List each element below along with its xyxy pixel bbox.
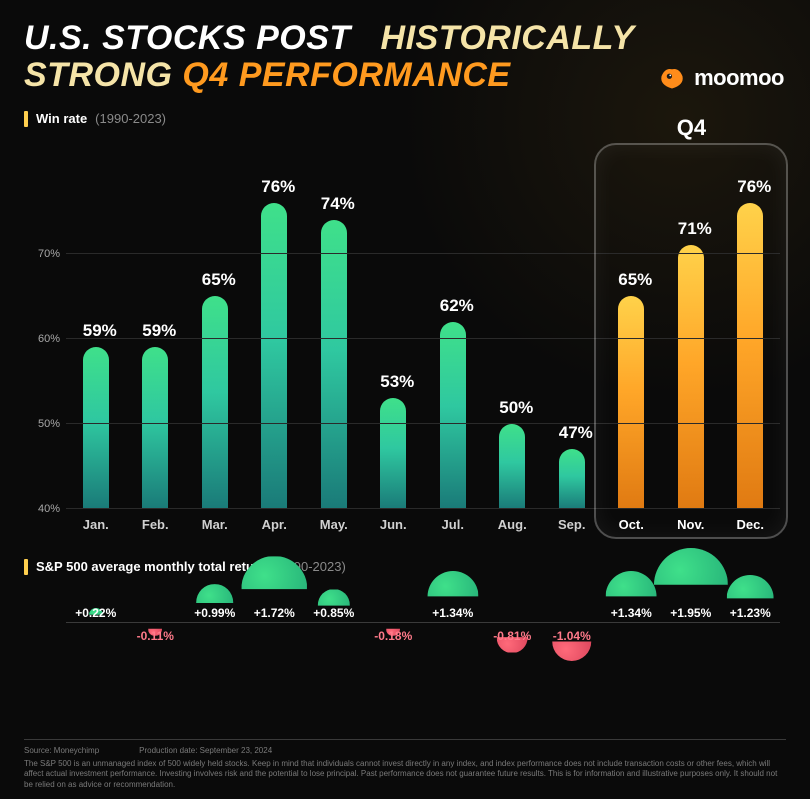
brand-name: moomoo [694,65,784,91]
footer: Source: Moneychimp Production date: Sept… [24,739,786,791]
bar-slot: 53%Jun. [364,169,424,509]
month-label: Oct. [619,517,644,532]
bar: 62% [440,322,466,509]
bar: 53% [380,398,406,509]
footer-production-date: Production date: September 23, 2024 [139,746,272,757]
title-part4: Q4 PERFORMANCE [182,56,510,94]
title-part2: HISTORICALLY [381,19,635,57]
month-label: Feb. [142,517,169,532]
return-value: -0.11% [137,629,174,643]
return-value: +1.34% [611,606,652,620]
bar-value: 65% [202,270,236,290]
return-value: +0.22% [75,606,116,620]
bar: 50% [499,424,525,509]
gridline [66,508,780,509]
return-value: +0.85% [313,606,354,620]
bar-slot: 76%Dec. [721,169,781,509]
footer-disclaimer: The S&P 500 is an unmanaged index of 500… [24,759,786,791]
bar-value: 65% [618,270,652,290]
returns-baseline [66,622,780,623]
y-axis-label: 60% [26,333,60,345]
month-label: Jun. [380,517,407,532]
bar-slot: 59%Feb. [126,169,186,509]
bar-value: 47% [559,423,593,443]
return-value: +1.95% [670,606,711,620]
win-rate-label: Win rate [36,111,87,126]
gridline [66,338,780,339]
bar-slot: 74%May. [304,169,364,509]
title-part1: U.S. STOCKS POST [24,19,351,57]
returns-chart: +0.22% -0.11% +0.99% +1.72% +0.85% -0.18% +1.3… [24,579,786,665]
bar-slot: 71%Nov. [661,169,721,509]
y-axis-label: 40% [26,503,60,515]
bar-slot: 59%Jan. [66,169,126,509]
bar-slot: 62%Jul. [423,169,483,509]
month-label: Aug. [498,517,527,532]
month-label: Sep. [558,517,585,532]
brand-logo: moomoo [658,64,784,92]
return-value: +0.99% [194,606,235,620]
bar-slot: 65%Oct. [602,169,662,509]
bar: 47% [559,449,585,509]
bar-slot: 47%Sep. [542,169,602,509]
gridline [66,423,780,424]
return-value: -0.18% [374,629,412,643]
bar-value: 76% [737,177,771,197]
month-label: Dec. [737,517,764,532]
win-rate-chart: Q4 59%Jan.59%Feb.65%Mar.76%Apr.74%May.53… [24,141,786,541]
month-label: Apr. [262,517,287,532]
month-label: Nov. [677,517,704,532]
bar-slot: 50%Aug. [483,169,543,509]
y-axis-label: 70% [26,248,60,260]
month-label: May. [320,517,348,532]
returns-label: S&P 500 average monthly total return [36,559,267,574]
bar-value: 71% [678,219,712,239]
moomoo-icon [658,64,686,92]
win-rate-range: (1990-2023) [95,111,166,126]
bar: 59% [83,347,109,509]
month-label: Jul. [442,517,464,532]
bar-value: 50% [499,398,533,418]
q4-label: Q4 [677,115,706,141]
bar: 65% [202,296,228,509]
win-rate-heading: Win rate (1990-2023) [24,111,786,127]
bar-value: 53% [380,372,414,392]
bar-value: 76% [261,177,295,197]
bar: 59% [142,347,168,509]
gridline [66,253,780,254]
return-value: +1.23% [730,606,771,620]
accent-tick [24,111,28,127]
return-value: -0.81% [493,629,531,643]
month-label: Mar. [202,517,228,532]
bar-slot: 76%Apr. [245,169,305,509]
return-value: -1.04% [553,629,591,643]
bar-value: 74% [321,194,355,214]
bar: 74% [321,220,347,509]
bar: 71% [678,245,704,509]
return-value: +1.34% [432,606,473,620]
bar-value: 62% [440,296,474,316]
bar: 65% [618,296,644,509]
title-part3: STRONG [24,56,172,94]
month-label: Jan. [83,517,109,532]
bar-slot: 65%Mar. [185,169,245,509]
y-axis-label: 50% [26,418,60,430]
bar: 76% [737,203,763,509]
accent-tick [24,559,28,575]
return-value: +1.72% [254,606,295,620]
bar: 76% [261,203,287,509]
footer-source: Source: Moneychimp [24,746,99,757]
